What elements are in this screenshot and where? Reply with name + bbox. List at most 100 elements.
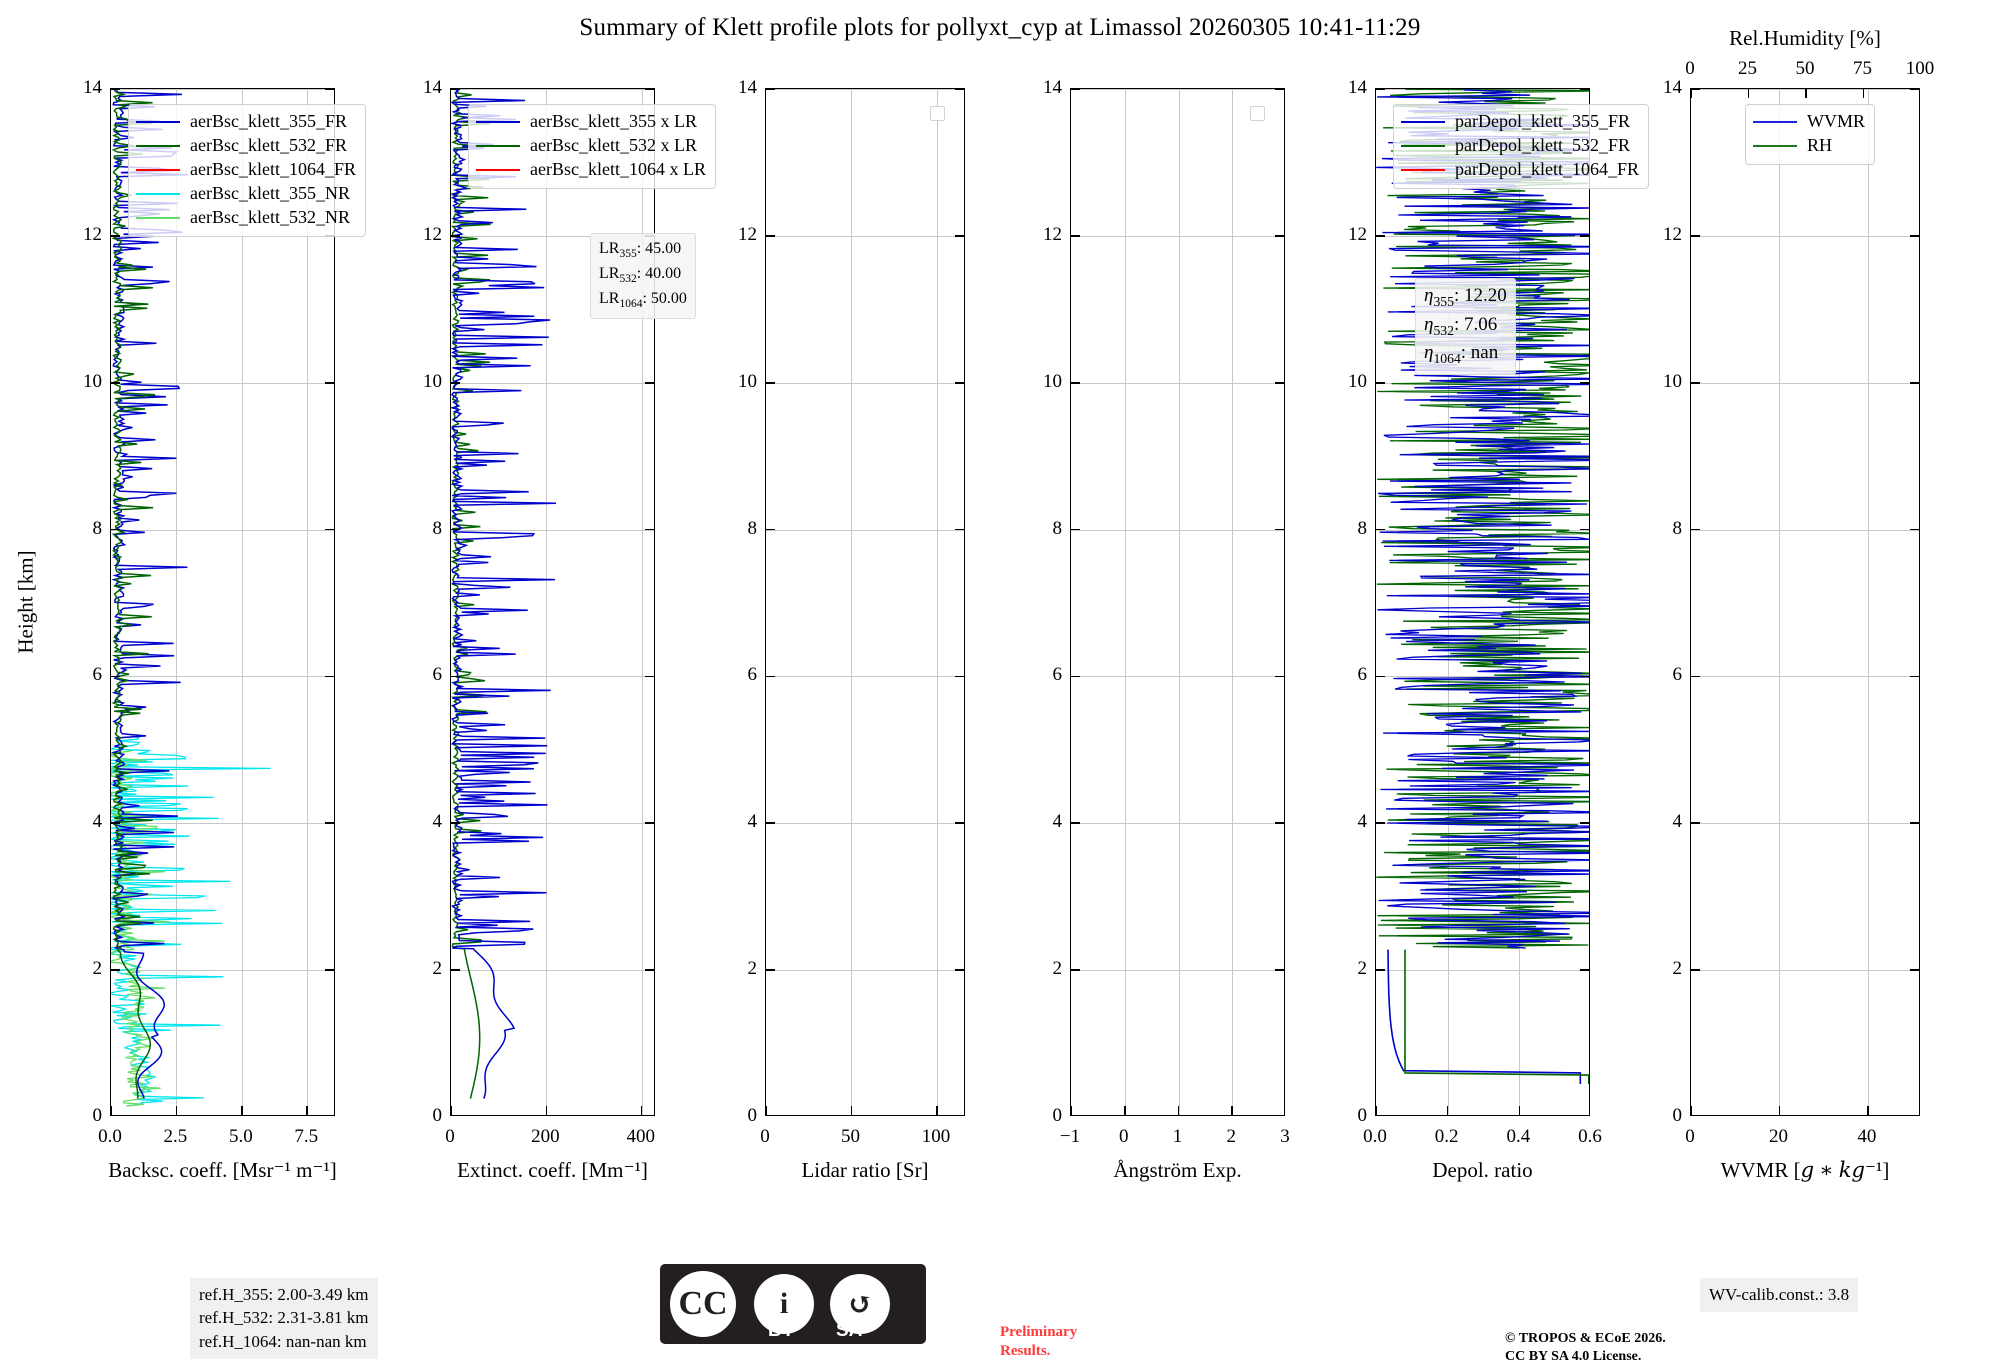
legend-color-swatch: [1753, 120, 1797, 123]
x-axis-tick: [451, 1106, 452, 1115]
legend-item[interactable]: aerBsc_klett_355_FR: [136, 110, 356, 134]
y-axis-tick: [1376, 822, 1385, 825]
y-axis-tick-label: 6: [1052, 664, 1063, 686]
creative-commons-badge: CC i ↺ BY SA: [660, 1264, 926, 1344]
y-axis-tick-right: [325, 822, 334, 825]
y-axis-tick-right: [1275, 675, 1284, 678]
x-axis-label-backscatter: Backsc. coeff. [Msr⁻¹ m⁻¹]: [108, 1158, 337, 1182]
legend-item[interactable]: aerBsc_klett_532 x LR: [476, 134, 706, 158]
top-axis-tick-label: 0: [1685, 58, 1695, 79]
y-axis-tick-right: [955, 822, 964, 825]
y-axis-tick-right: [1580, 528, 1589, 531]
ref-h-355: ref.H_355: 2.00-3.49 km: [199, 1285, 369, 1304]
legend-item[interactable]: aerBsc_klett_532_FR: [136, 134, 356, 158]
cc-by-icon: i: [754, 1274, 814, 1334]
gridline-horizontal: [451, 235, 654, 237]
x-axis-label-angstrom: Ångström Exp.: [1113, 1158, 1242, 1182]
cc-logo-icon: CC: [660, 1271, 746, 1337]
x-axis-tick: [1867, 1106, 1869, 1115]
y-axis-tick-right: [1910, 528, 1919, 531]
gridline-horizontal: [766, 89, 964, 90]
x-axis-tick-label: 3: [1280, 1126, 1290, 1147]
annotation-box-extinction: LR355: 45.00 LR532: 40.00 LR1064: 50.00: [590, 233, 696, 320]
legend-item[interactable]: parDepol_klett_532_FR: [1401, 134, 1639, 158]
empty-legend-placeholder-lidar-ratio[interactable]: [930, 106, 945, 121]
y-axis-tick-right: [1275, 528, 1284, 531]
y-axis-tick-right: [1910, 675, 1919, 678]
y-axis-tick-label: 14: [1663, 77, 1682, 98]
y-axis-tick: [111, 822, 120, 825]
legend-wvmr[interactable]: WVMR RH: [1745, 104, 1875, 165]
y-axis-tick: [111, 89, 120, 90]
cc-sa-icon: ↺: [830, 1274, 890, 1334]
legend-extinction[interactable]: aerBsc_klett_355 x LR aerBsc_klett_532 x …: [468, 104, 716, 189]
y-axis-tick-label: 4: [92, 811, 103, 833]
y-axis-tick-right: [325, 89, 334, 90]
y-axis-tick: [111, 235, 120, 237]
y-axis-tick: [766, 969, 775, 971]
y-axis-tick: [1691, 235, 1700, 237]
plot-panel-lidar-ratio: [765, 88, 965, 1116]
y-axis-tick: [1071, 675, 1080, 678]
x-axis-tick-label: 0.0: [1363, 1126, 1387, 1147]
legend-item[interactable]: aerBsc_klett_1064_FR: [136, 158, 356, 182]
y-axis-tick-label: 2: [432, 958, 443, 980]
gridline-horizontal: [766, 529, 964, 531]
x-axis-tick: [111, 1106, 112, 1115]
legend-item[interactable]: aerBsc_klett_355 x LR: [476, 110, 706, 134]
y-axis-tick-right: [645, 381, 654, 384]
gridline-vertical: [1232, 89, 1234, 1115]
legend-color-swatch: [136, 168, 180, 171]
empty-legend-placeholder-angstrom[interactable]: [1250, 106, 1265, 121]
gridline-horizontal: [1071, 676, 1284, 678]
y-axis-tick-label: 0: [747, 1105, 758, 1126]
y-axis-tick: [1376, 969, 1385, 971]
gridline-vertical: [1779, 89, 1781, 1115]
gridline-horizontal: [1691, 823, 1919, 825]
series-layer-backscatter: [111, 89, 271, 1107]
preliminary-results-note: Preliminary Results.: [1000, 1323, 1077, 1361]
y-axis-tick-label: 10: [738, 370, 757, 392]
y-axis-tick-label: 6: [432, 664, 443, 686]
legend-color-swatch: [1753, 144, 1797, 147]
series-layer-lidar-ratio: [766, 89, 964, 1115]
gridline-horizontal: [111, 970, 334, 972]
y-axis-tick-label: 2: [747, 958, 758, 980]
y-axis-tick-right: [1275, 381, 1284, 384]
legend-item[interactable]: WVMR: [1753, 110, 1865, 134]
legend-item[interactable]: parDepol_klett_1064_FR: [1401, 158, 1639, 182]
preliminary-line-1: Preliminary: [1000, 1324, 1078, 1340]
top-axis-tick-label: 50: [1795, 58, 1815, 79]
gridline-horizontal: [1691, 529, 1919, 531]
y-axis-tick-right: [1275, 235, 1284, 237]
copyright-line-1: © TROPOS & ECoE 2026.: [1505, 1331, 1666, 1346]
y-axis-tick-right: [955, 381, 964, 384]
gridline-horizontal: [766, 676, 964, 678]
legend-item[interactable]: aerBsc_klett_532_NR: [136, 206, 356, 230]
plot-area-extinction: [451, 89, 654, 1115]
y-axis-tick-right: [955, 89, 964, 90]
gridline-horizontal: [766, 823, 964, 825]
legend-color-swatch: [136, 216, 180, 219]
legend-item[interactable]: aerBsc_klett_355_NR: [136, 182, 356, 206]
y-axis-tick-label: 8: [92, 517, 103, 539]
x-axis-label-depolarisation: Depol. ratio: [1432, 1158, 1533, 1182]
legend-depolarisation[interactable]: parDepol_klett_355_FR parDepol_klett_532_…: [1393, 104, 1649, 189]
legend-item[interactable]: aerBsc_klett_1064 x LR: [476, 158, 706, 182]
x-axis-tick-label: 5.0: [228, 1126, 253, 1147]
gridline-vertical: [1867, 89, 1869, 1115]
legend-item[interactable]: parDepol_klett_355_FR: [1401, 110, 1639, 134]
x-axis-tick-label: −1: [1059, 1126, 1081, 1147]
y-axis-tick: [766, 381, 775, 384]
gridline-vertical: [307, 89, 309, 1115]
legend-label: aerBsc_klett_532_FR: [190, 134, 347, 155]
legend-item[interactable]: RH: [1753, 134, 1865, 158]
annotation-box-depolarisation: η355: 12.20 η532: 7.06 η1064: nan: [1415, 278, 1516, 376]
y-axis-tick: [451, 89, 460, 90]
y-axis-tick: [451, 822, 460, 825]
y-axis-tick-right: [1580, 89, 1589, 90]
y-axis-tick: [111, 969, 120, 971]
series-layer-extinction: [451, 89, 557, 1099]
gridline-horizontal: [451, 823, 654, 825]
